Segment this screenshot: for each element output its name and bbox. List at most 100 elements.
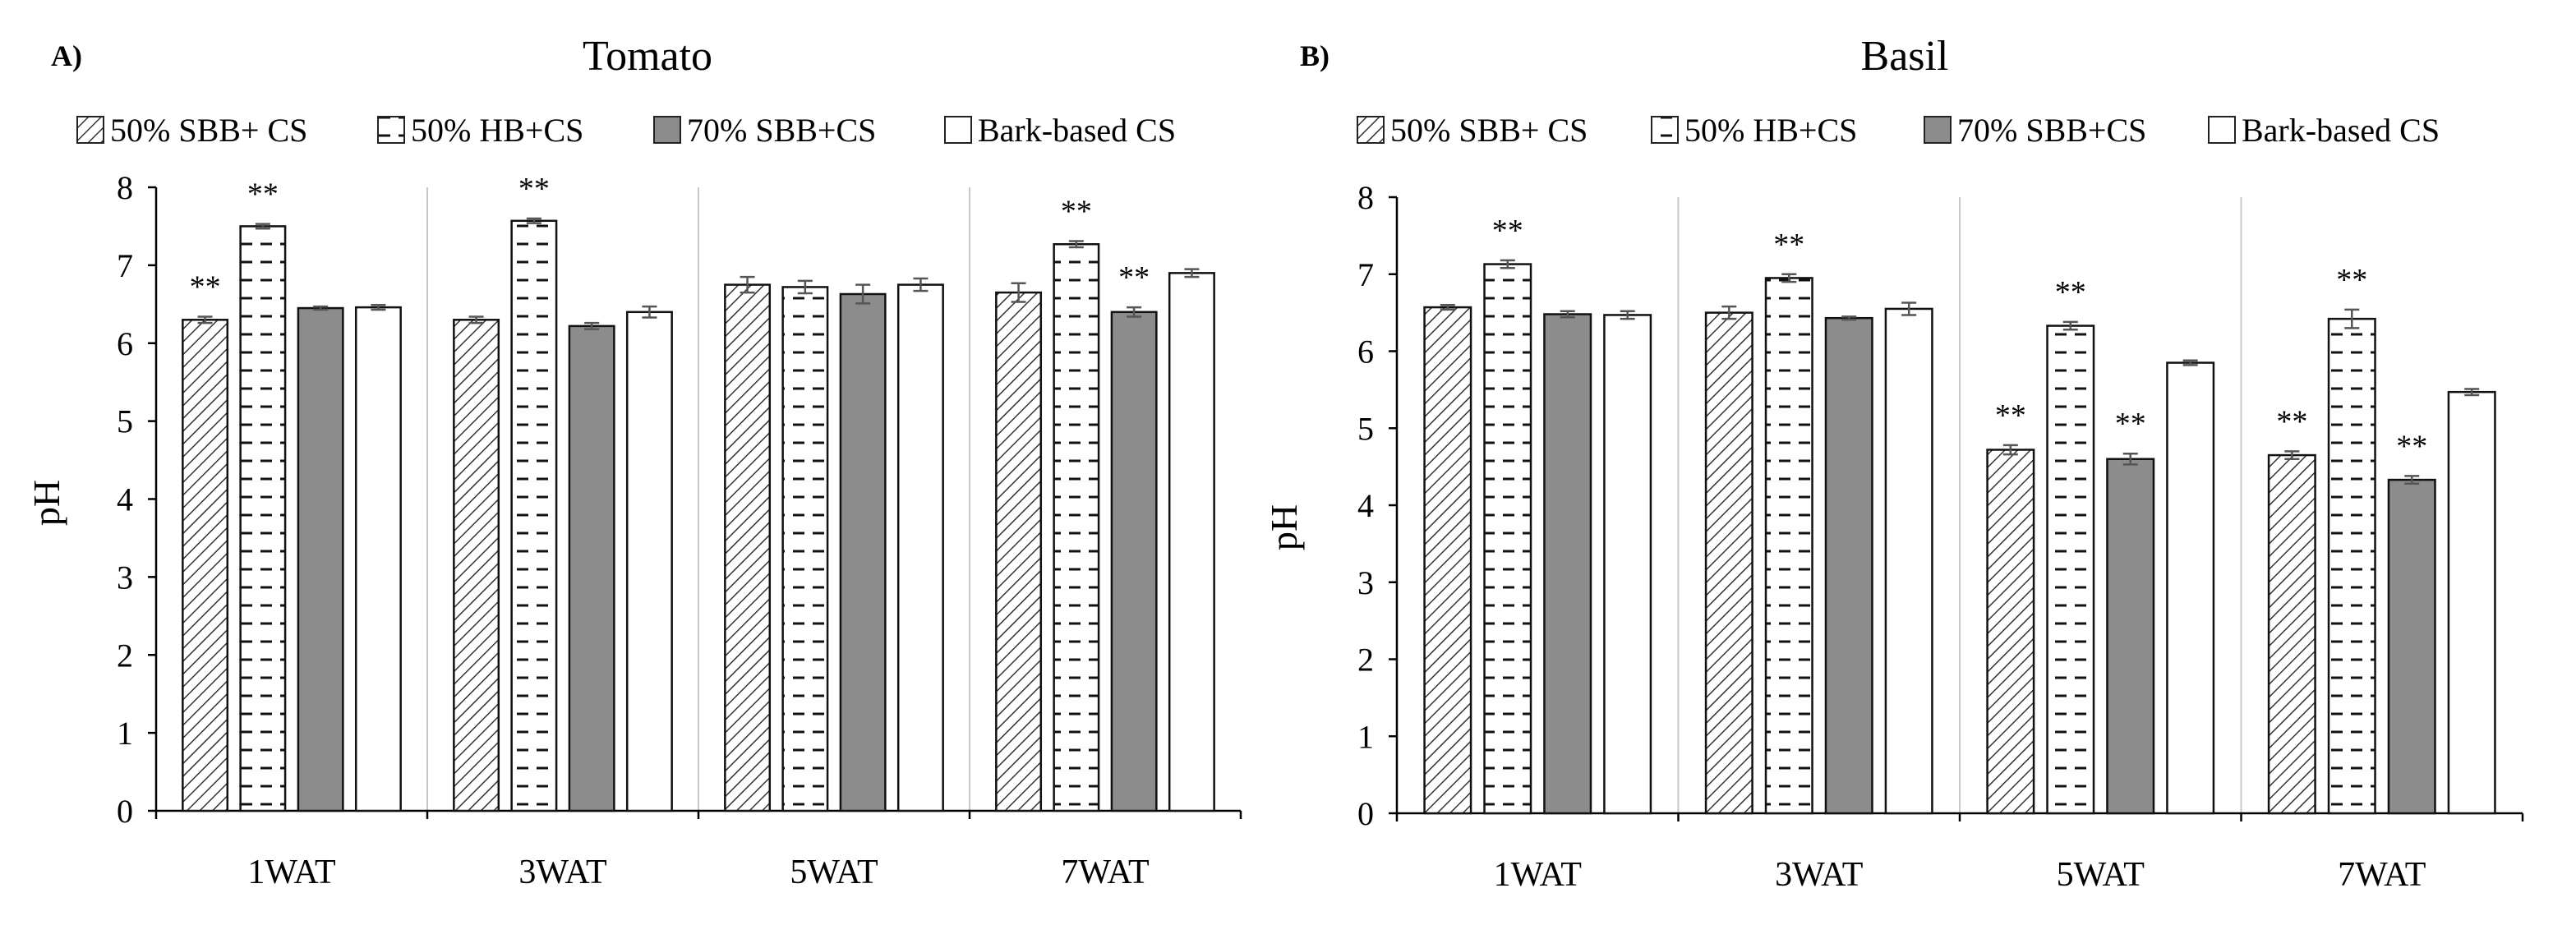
y-tick-label: 5 xyxy=(117,403,133,440)
bar xyxy=(239,225,287,812)
significance-label: ** xyxy=(190,269,221,304)
plot-area: ** ** ** ** ** xyxy=(148,172,1242,819)
bar xyxy=(453,319,500,812)
bar xyxy=(1483,263,1532,815)
bar xyxy=(1423,306,1472,815)
bar xyxy=(1764,277,1813,815)
x-tick-label: 1WAT xyxy=(247,854,335,891)
chart-title: Basil xyxy=(1861,33,1949,80)
y-tick-labels: 0 1 2 3 4 5 6 7 8 xyxy=(117,169,133,830)
bar xyxy=(568,324,615,812)
x-tick-labels: 1WAT 3WAT 5WAT 7WAT xyxy=(1494,856,2426,894)
legend-swatch-3 xyxy=(2208,116,2236,144)
significance-label: ** xyxy=(1118,260,1150,295)
y-tick-label: 3 xyxy=(117,559,133,596)
significance-label: ** xyxy=(518,172,550,206)
significance-label: ** xyxy=(1773,228,1804,262)
y-axis-label: pH xyxy=(25,480,67,526)
bar xyxy=(2046,324,2095,815)
bar xyxy=(182,319,229,812)
y-tick-label: 8 xyxy=(1357,179,1374,216)
legend-label-1: 50% HB+CS xyxy=(411,112,583,149)
legend-label-0: 50% SBB+ CS xyxy=(1390,112,1588,149)
bar xyxy=(2166,361,2215,815)
significance-label: ** xyxy=(2115,407,2146,441)
x-tick-label: 5WAT xyxy=(2057,856,2145,894)
bar xyxy=(354,306,402,812)
bar xyxy=(2106,458,2155,815)
bar xyxy=(2267,453,2316,815)
bar xyxy=(1704,311,1753,815)
bar xyxy=(625,311,673,812)
significance-label: ** xyxy=(1995,398,2026,433)
x-tick-label: 1WAT xyxy=(1494,856,1582,894)
y-tick-label: 3 xyxy=(1357,564,1374,601)
y-tick-label: 6 xyxy=(117,325,133,362)
legend-swatch-2 xyxy=(1924,116,1952,144)
y-tick-label: 0 xyxy=(117,793,133,830)
y-tick-label: 6 xyxy=(1357,334,1374,370)
y-tick-label: 2 xyxy=(1357,642,1374,679)
bar xyxy=(839,292,887,812)
significance-label: ** xyxy=(1061,194,1092,228)
x-tick-label: 7WAT xyxy=(2338,856,2426,894)
bar xyxy=(2327,317,2376,815)
plot-area: ** ** ** ** ** ** ** ** xyxy=(1389,196,2524,821)
legend-label-2: 70% SBB+CS xyxy=(1957,112,2146,149)
y-tick-label: 2 xyxy=(117,637,133,674)
y-tick-label: 8 xyxy=(117,169,133,206)
significance-label: ** xyxy=(1492,214,1523,248)
bar xyxy=(2447,390,2496,815)
y-tick-label: 4 xyxy=(117,481,133,518)
legend-swatch-1 xyxy=(1651,116,1679,144)
legend-swatch-3 xyxy=(944,116,972,144)
bar xyxy=(995,291,1043,812)
bar xyxy=(1110,311,1158,812)
bar xyxy=(297,306,344,812)
legend-swatch-2 xyxy=(653,116,681,144)
x-tick-labels: 1WAT 3WAT 5WAT 7WAT xyxy=(247,854,1149,891)
x-tick-label: 3WAT xyxy=(1775,856,1863,894)
x-tick-label: 5WAT xyxy=(790,854,878,891)
significance-label: ** xyxy=(2055,275,2086,310)
legend: 50% SBB+ CS 50% HB+CS 70% SBB+CS Bark-ba… xyxy=(76,112,1176,149)
significance-label: ** xyxy=(2396,429,2427,463)
significance-label: ** xyxy=(2336,263,2367,297)
bar xyxy=(896,283,944,812)
bar xyxy=(1543,313,1592,815)
bar xyxy=(1603,314,1652,815)
panel-label: A) xyxy=(51,39,82,72)
y-tick-label: 7 xyxy=(1357,256,1374,293)
y-tick-label: 7 xyxy=(117,247,133,284)
y-tick-label: 0 xyxy=(1357,795,1374,832)
y-tick-label: 5 xyxy=(1357,410,1374,447)
panel-basil: B) Basil 50% SBB+ CS 50% HB+CS 70% SBB+C… xyxy=(1263,33,2524,894)
bar xyxy=(781,286,829,812)
bar xyxy=(1168,272,1215,812)
y-axis-label: pH xyxy=(1263,504,1305,550)
x-tick-label: 3WAT xyxy=(518,854,606,891)
bar xyxy=(724,283,772,812)
bar xyxy=(1986,449,2035,815)
legend-label-3: Bark-based CS xyxy=(2242,112,2440,149)
legend-label-2: 70% SBB+CS xyxy=(687,112,876,149)
x-tick-label: 7WAT xyxy=(1061,854,1149,891)
legend-label-3: Bark-based CS xyxy=(978,112,1176,149)
bar xyxy=(1824,316,1873,815)
bar xyxy=(2387,478,2436,815)
y-tick-label: 1 xyxy=(1357,718,1374,755)
significance-label: ** xyxy=(2276,404,2307,439)
panel-label: B) xyxy=(1300,39,1329,72)
bar xyxy=(510,219,558,812)
legend-swatch-0 xyxy=(1357,116,1385,144)
legend-swatch-0 xyxy=(76,116,104,144)
y-tick-label: 1 xyxy=(117,715,133,752)
legend: 50% SBB+ CS 50% HB+CS 70% SBB+CS Bark-ba… xyxy=(1357,112,2440,149)
significance-label: ** xyxy=(247,177,279,212)
chart-title: Tomato xyxy=(583,33,712,80)
bar xyxy=(1053,243,1100,812)
panel-tomato: A) Tomato 50% SBB+ CS 50% HB+CS 70% SBB+… xyxy=(25,33,1242,891)
y-tick-labels: 0 1 2 3 4 5 6 7 8 xyxy=(1357,179,1374,832)
